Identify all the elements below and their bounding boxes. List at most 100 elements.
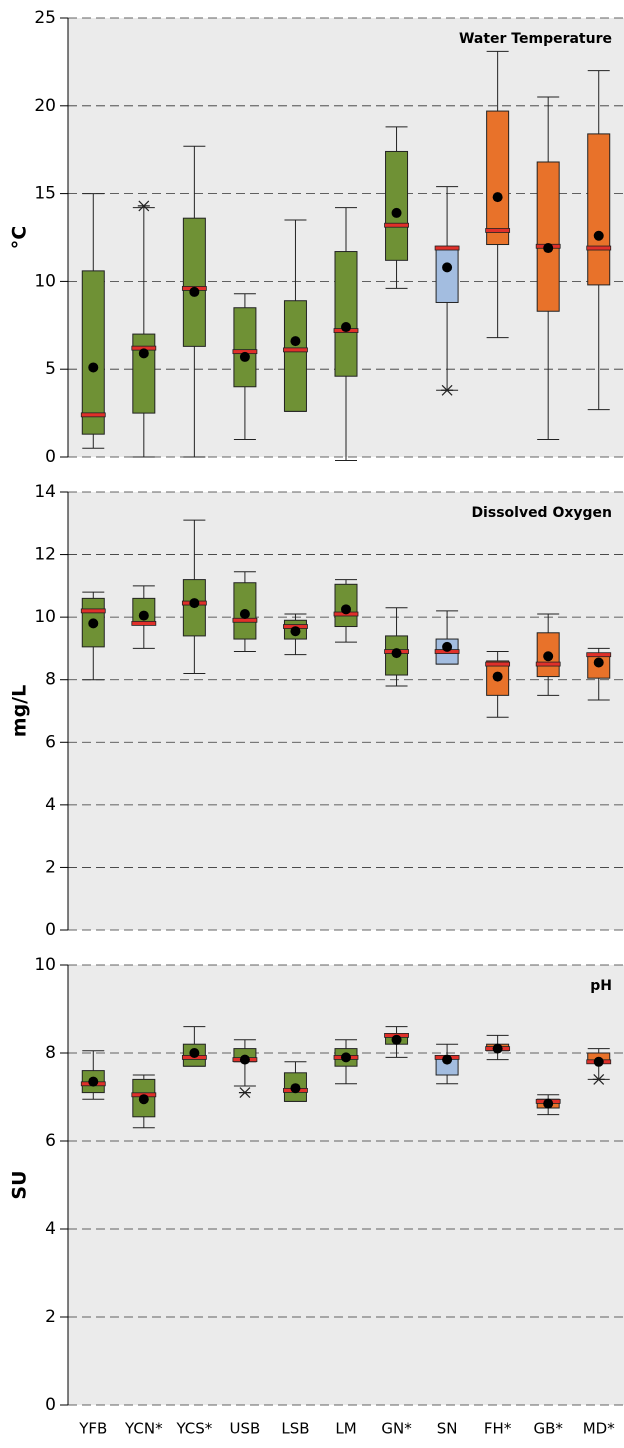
outlier <box>238 1087 251 1099</box>
y-tick-label: 0 <box>45 920 56 940</box>
mean <box>341 1052 351 1063</box>
median <box>485 661 511 667</box>
box-group <box>535 1094 561 1116</box>
mean <box>189 1048 200 1058</box>
box-group <box>232 571 258 653</box>
panel-title: pH <box>590 978 612 994</box>
median <box>434 245 460 251</box>
box-group <box>283 1061 308 1102</box>
y-tick-label: 10 <box>34 271 56 291</box>
median <box>80 608 106 614</box>
median <box>131 621 157 626</box>
box <box>182 217 206 347</box>
y-axis-label: SU <box>9 1170 31 1199</box>
box-group <box>586 1048 612 1085</box>
plot-area <box>68 492 624 930</box>
plot-area <box>68 965 624 1405</box>
y-tick-label: 15 <box>34 184 56 204</box>
y-axis-label: °C <box>9 226 31 249</box>
box-group <box>434 1043 460 1085</box>
median <box>485 228 511 233</box>
x-tick-label: GN* <box>381 1420 412 1438</box>
box-group <box>232 293 258 440</box>
y-tick-label: 20 <box>34 96 56 116</box>
y-tick-label: 4 <box>45 1219 56 1239</box>
y-tick-label: 6 <box>45 1131 56 1151</box>
x-tick-label: GB* <box>533 1420 563 1438</box>
x-tick-label: YFB <box>78 1420 107 1438</box>
mean <box>290 336 301 347</box>
box <box>486 110 510 246</box>
y-tick-label: 4 <box>45 795 56 815</box>
mean <box>593 657 604 668</box>
box-group <box>485 50 511 339</box>
box-group <box>333 207 359 462</box>
box-group <box>485 1034 511 1061</box>
mean <box>138 1094 149 1105</box>
box-group <box>535 613 561 696</box>
box-group <box>333 1039 359 1085</box>
mean <box>543 1098 554 1109</box>
x-tick-label: LM <box>335 1420 356 1438</box>
mean <box>492 192 503 203</box>
mean <box>290 1083 301 1094</box>
box-group <box>232 1039 258 1099</box>
mean <box>88 618 99 629</box>
box-group <box>485 651 511 718</box>
mean <box>88 1076 99 1087</box>
median <box>283 347 308 353</box>
x-tick-label: USB <box>230 1420 261 1438</box>
mean <box>442 641 453 652</box>
box-group <box>535 96 561 440</box>
mean <box>543 651 554 662</box>
y-tick-label: 8 <box>45 1043 56 1063</box>
mean <box>239 351 250 362</box>
mean <box>88 362 99 373</box>
box-group <box>586 647 612 701</box>
box <box>283 300 307 412</box>
y-tick-label: 0 <box>45 1395 56 1415</box>
outlier <box>441 384 454 396</box>
box-group <box>80 193 106 449</box>
median <box>586 652 612 658</box>
box-group <box>586 70 612 411</box>
y-tick-label: 8 <box>45 670 56 690</box>
x-tick-label: SN <box>437 1420 458 1438</box>
median <box>80 412 106 418</box>
mean <box>492 1043 503 1054</box>
box-group <box>333 579 359 643</box>
mean <box>341 604 351 615</box>
x-tick-label: YCN* <box>124 1420 163 1438</box>
y-tick-label: 2 <box>45 1307 56 1327</box>
y-axis-label: mg/L <box>9 685 31 737</box>
mean <box>391 207 402 218</box>
mean <box>189 598 200 609</box>
box-group <box>384 126 409 289</box>
box-group <box>434 186 460 396</box>
box-group <box>181 519 207 674</box>
mean <box>138 348 149 359</box>
box-group <box>434 610 460 665</box>
mean <box>239 1054 250 1065</box>
mean <box>239 609 250 620</box>
mean <box>543 243 554 254</box>
mean <box>138 610 149 621</box>
outlier <box>592 1073 605 1085</box>
panel-title: Water Temperature <box>459 31 612 47</box>
mean <box>593 230 604 241</box>
mean <box>492 671 503 682</box>
y-tick-label: 10 <box>34 955 56 975</box>
box-group <box>384 607 409 687</box>
box-group <box>384 1026 409 1058</box>
y-tick-label: 0 <box>45 447 56 467</box>
mean <box>290 626 301 637</box>
box <box>233 307 257 388</box>
x-tick-label: MD* <box>583 1420 615 1438</box>
panel-title: Dissolved Oxygen <box>471 505 612 521</box>
box-group <box>181 1026 207 1067</box>
box-group <box>131 200 157 458</box>
mean <box>442 1054 453 1065</box>
median <box>586 245 612 251</box>
